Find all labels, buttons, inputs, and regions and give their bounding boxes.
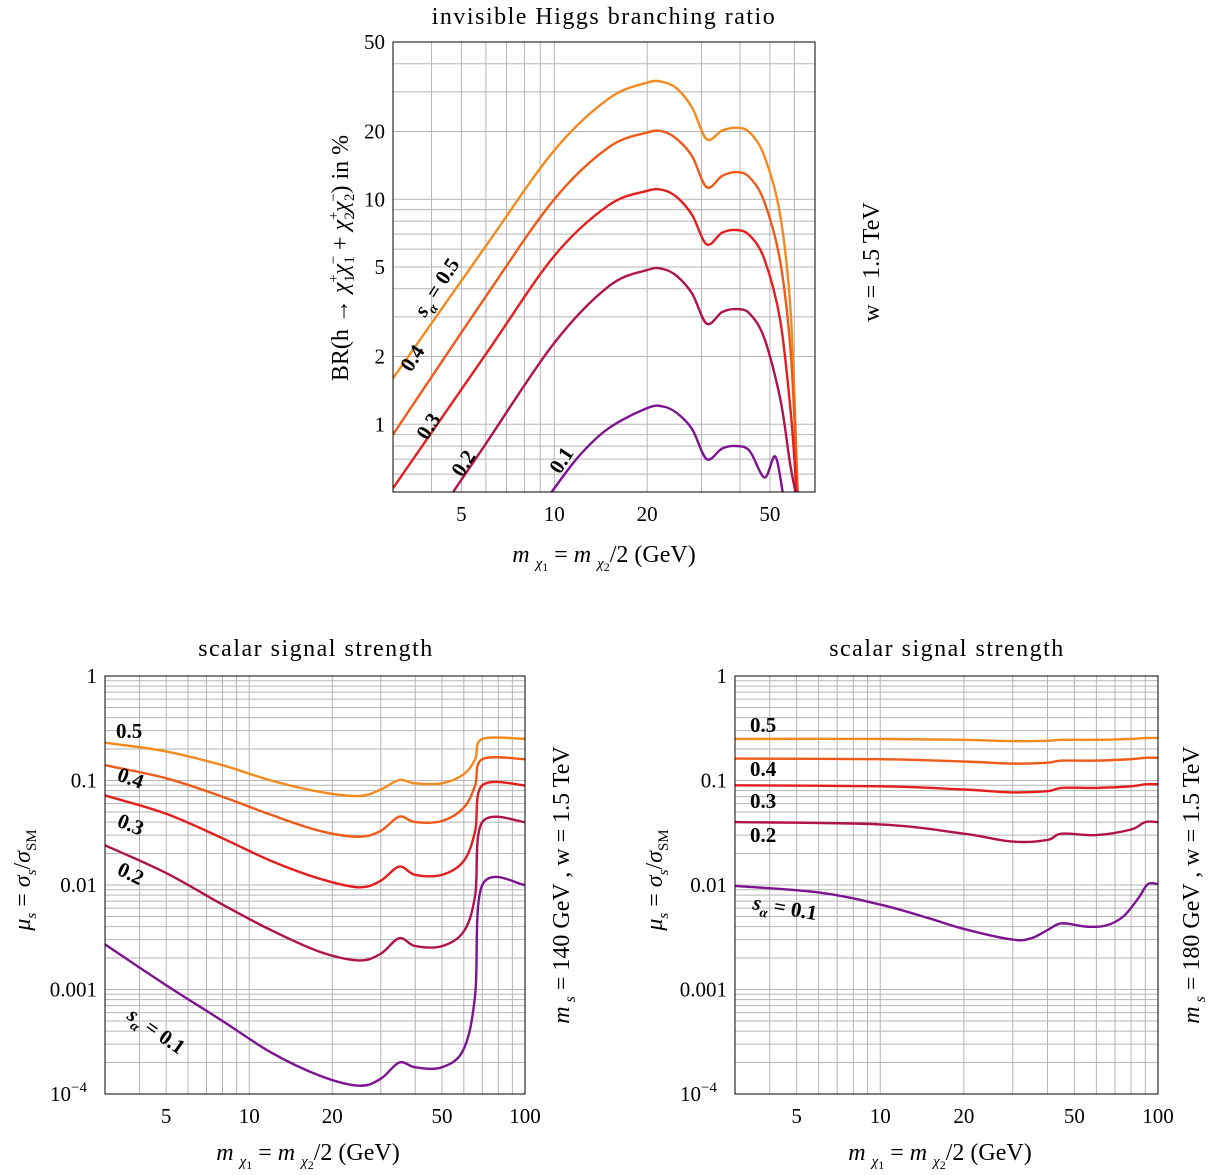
chart-signal-strength-140: scalar signal strength 5 10 20 50 100 10−4 0.0…	[10, 636, 579, 1172]
x-axis-label: m χ1 = m χ2/2 (GeV)	[216, 1140, 399, 1172]
series-line	[393, 79, 799, 492]
curve-label-0.4: 0.4	[395, 340, 430, 376]
side-label: ms = 180 GeV , w = 1.5 TeV	[1179, 746, 1209, 1024]
x-tick-label: 10	[239, 1104, 260, 1128]
y-tick-label: 20	[364, 120, 385, 144]
y-axis-label: BR(h → χ+1χ−1 + χ+2χ−2) in %	[326, 135, 358, 381]
series-line	[550, 404, 784, 492]
y-tick-label: 1	[87, 664, 98, 688]
y-tick-label: 2	[375, 345, 386, 369]
chart-title: invisible Higgs branching ratio	[432, 4, 776, 30]
plot-frame	[104, 675, 526, 1095]
series-line	[735, 820, 1158, 844]
x-tick-label: 10	[870, 1104, 891, 1128]
chart-title: scalar signal strength	[198, 636, 434, 662]
curves	[393, 79, 799, 492]
side-label: ms = 140 GeV , w = 1.5 TeV	[549, 746, 579, 1024]
y-tick-label: 10−4	[50, 1080, 87, 1106]
chart-title: scalar signal strength	[829, 636, 1065, 662]
curve-label-0.3: 0.3	[114, 808, 147, 840]
x-tick-label: 20	[637, 502, 658, 526]
x-axis-label: m χ1 = m χ2/2 (GeV)	[512, 542, 695, 574]
series-line	[735, 881, 1158, 942]
x-tick-label: 50	[759, 502, 780, 526]
x-tick-label: 5	[161, 1104, 172, 1128]
y-tick-label: 0.001	[680, 978, 727, 1002]
tick-labels: 5 10 20 50 100 10−4 0.001 0.01 0.1 1	[50, 664, 541, 1128]
grid	[735, 676, 1158, 1094]
curve-label-0.5: 0.5	[116, 719, 142, 743]
plot-frame	[734, 675, 1159, 1095]
curves	[735, 736, 1158, 942]
y-tick-label: 0.1	[71, 769, 97, 793]
curve-label-0.5: 0.5	[750, 713, 776, 737]
series-line	[735, 782, 1158, 794]
y-tick-label: 0.001	[50, 978, 97, 1002]
y-axis-label: μs = σs/σSM	[642, 829, 672, 931]
series-line	[393, 129, 799, 492]
chart-signal-strength-180: scalar signal strength 5 10 20 50 100 10−4 0.0…	[642, 636, 1209, 1172]
x-tick-label: 50	[1064, 1104, 1085, 1128]
tick-labels: 5 10 20 50 100 10−4 0.001 0.01 0.1 1	[680, 664, 1174, 1128]
y-tick-label: 1	[717, 664, 728, 688]
curve-label-0.3: 0.3	[411, 409, 445, 444]
y-tick-label: 0.1	[701, 769, 727, 793]
x-tick-label: 10	[544, 502, 565, 526]
side-label: w = 1.5 TeV	[859, 202, 885, 322]
x-tick-label: 20	[322, 1104, 343, 1128]
series-line	[105, 780, 525, 889]
x-tick-label: 50	[431, 1104, 452, 1128]
series-line	[393, 187, 798, 492]
x-tick-label: 100	[1142, 1104, 1174, 1128]
series-line	[105, 815, 525, 962]
curve-label-0.4: 0.4	[750, 757, 777, 781]
curve-label-0.1: sα = 0.1	[119, 1002, 189, 1063]
series-line	[105, 875, 525, 1087]
series-line	[105, 756, 525, 838]
x-tick-label: 5	[456, 502, 467, 526]
curve-label-0.3: 0.3	[750, 789, 776, 813]
plot-frame	[392, 41, 816, 493]
series-line	[452, 266, 797, 492]
grid	[105, 676, 525, 1094]
x-tick-label: 20	[953, 1104, 974, 1128]
y-tick-label: 10	[364, 187, 385, 211]
y-tick-label: 50	[364, 30, 385, 54]
chart-invisible-higgs-br: invisible Higgs branching ratio 5 10 20 50 1…	[326, 4, 885, 574]
curve-label-0.2: 0.2	[750, 823, 776, 847]
y-tick-label: 0.01	[690, 873, 727, 897]
y-tick-label: 0.01	[60, 873, 97, 897]
y-axis-label: μs = σs/σSM	[10, 829, 40, 931]
x-axis-label: m χ1 = m χ2/2 (GeV)	[848, 1140, 1031, 1172]
tick-labels: 5 10 20 50 1 2 5 10 20 50	[364, 30, 780, 526]
curve-label-0.1: 0.1	[544, 443, 578, 478]
x-tick-label: 100	[509, 1104, 541, 1128]
y-tick-label: 10−4	[680, 1080, 717, 1106]
y-tick-label: 1	[375, 412, 386, 436]
curves	[105, 736, 525, 1087]
y-tick-label: 5	[375, 255, 386, 279]
curve-label-0.1: sα = 0.1	[749, 890, 819, 930]
x-tick-label: 5	[791, 1104, 802, 1128]
series-line	[735, 756, 1158, 765]
series-line	[735, 736, 1158, 743]
series-line	[105, 736, 525, 798]
curve-label-0.2: 0.2	[446, 446, 480, 481]
